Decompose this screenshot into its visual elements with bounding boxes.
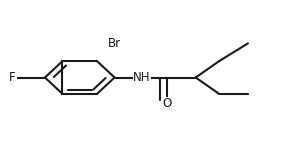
Text: O: O: [162, 97, 171, 110]
Text: NH: NH: [133, 71, 151, 84]
Text: Br: Br: [108, 37, 121, 50]
Text: F: F: [9, 71, 16, 84]
